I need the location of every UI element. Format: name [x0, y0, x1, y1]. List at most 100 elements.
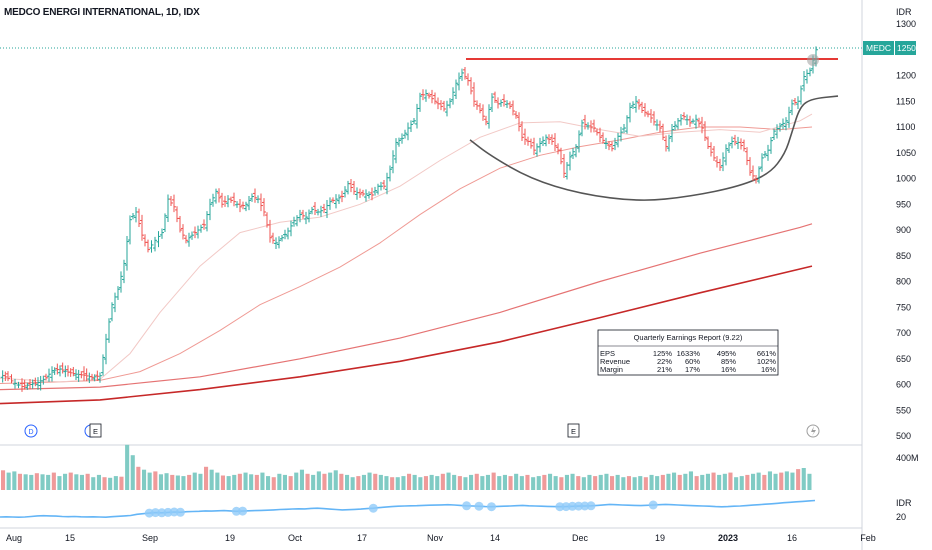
- ohlc-bar: [283, 229, 287, 240]
- y-tick-label: 600: [896, 380, 911, 390]
- sma-longest-line: [0, 265, 813, 405]
- ohlc-bar: [604, 137, 608, 150]
- volume-bar: [559, 477, 564, 490]
- volume-bar: [395, 477, 400, 490]
- ohlc-bar: [16, 381, 21, 389]
- ohlc-bar: [769, 136, 773, 154]
- volume-bar: [74, 474, 79, 490]
- ohlc-bar: [766, 144, 770, 161]
- volume-bar: [79, 474, 84, 490]
- volume-bar: [739, 476, 744, 490]
- ohlc-bar: [802, 70, 806, 92]
- volume-bar: [350, 477, 355, 490]
- ohlc-bar: [538, 137, 542, 153]
- ohlc-bar: [607, 141, 611, 151]
- ohlc-bar: [36, 377, 40, 390]
- indicator-dot: [175, 507, 185, 517]
- indicator-dot: [238, 506, 248, 516]
- volume-bar: [91, 477, 96, 490]
- ohlc-bar: [0, 370, 5, 383]
- volume-bar: [626, 476, 631, 490]
- ohlc-bar: [6, 371, 10, 382]
- ohlc-bar: [301, 209, 305, 219]
- ohlc-bar: [649, 109, 653, 123]
- ohlc-bar: [496, 97, 500, 109]
- ohlc-bar: [469, 77, 473, 95]
- ohlc-bar: [349, 179, 353, 193]
- indicator-dot: [474, 501, 484, 511]
- volume-bar: [181, 476, 186, 490]
- volume-bar: [130, 455, 135, 490]
- volume-bar: [390, 477, 395, 490]
- ohlc-bar: [149, 240, 154, 253]
- ohlc-bar: [808, 67, 812, 77]
- ohlc-bar: [754, 174, 758, 184]
- volume-bar: [705, 473, 710, 490]
- ohlc-bar: [463, 67, 467, 80]
- volume-bar: [666, 473, 671, 490]
- ohlc-bar: [577, 130, 581, 153]
- ohlc-bar: [337, 194, 341, 205]
- ohlc-bar: [289, 220, 293, 237]
- earnings-cell: 16%: [721, 365, 736, 374]
- volume-bar: [215, 472, 220, 490]
- volume-bar: [688, 471, 693, 490]
- ohlc-bar: [355, 187, 359, 200]
- volume-bar: [677, 474, 682, 490]
- volume-bar: [632, 477, 637, 490]
- sma-short-line: [0, 113, 813, 383]
- volume-bar: [113, 476, 118, 490]
- y-tick-label: 900: [896, 225, 911, 235]
- ohlc-bar: [247, 196, 251, 211]
- ohlc-bar: [25, 382, 30, 390]
- volume-bar: [34, 473, 39, 490]
- volume-bar: [593, 476, 598, 490]
- ohlc-bar: [226, 195, 230, 208]
- volume-bar: [361, 474, 366, 490]
- ohlc-bar: [415, 103, 419, 129]
- volume-bar: [356, 476, 361, 490]
- ohlc-bar: [259, 193, 263, 212]
- ohlc-bar: [424, 89, 428, 102]
- ohlc-bar: [724, 144, 728, 166]
- ohlc-bar: [637, 99, 641, 110]
- volume-bar: [102, 477, 107, 490]
- volume-bar: [373, 473, 378, 490]
- ohlc-bar: [352, 181, 356, 195]
- volume-bar: [564, 474, 569, 490]
- volume-bar: [610, 476, 615, 490]
- earnings-event-icon: [89, 423, 102, 438]
- ohlc-bar: [628, 102, 632, 123]
- ohlc-bar: [298, 209, 302, 223]
- ohlc-bar: [90, 373, 94, 381]
- volume-bar: [446, 472, 451, 490]
- volume-bar: [108, 477, 113, 490]
- ohlc-bar: [478, 103, 482, 114]
- volume-bar: [282, 474, 287, 490]
- ohlc-bar: [403, 129, 407, 139]
- ohlc-bar: [688, 115, 692, 127]
- x-tick-label: Sep: [142, 533, 158, 543]
- volume-bar: [807, 473, 812, 490]
- ohlc-bar: [490, 93, 494, 112]
- volume-bar: [192, 472, 197, 490]
- event-markers[interactable]: D E E: [24, 423, 820, 438]
- x-tick-label: Oct: [288, 533, 303, 543]
- volume-bar: [790, 472, 795, 490]
- ohlc-bar: [508, 101, 512, 109]
- volume-bar: [345, 474, 350, 490]
- ohlc-bar: [418, 92, 422, 112]
- ohlc-bar: [748, 157, 752, 176]
- ohlc-bar: [580, 119, 584, 137]
- ohlc-bar: [676, 118, 680, 130]
- ohlc-bar: [143, 234, 147, 247]
- ohlc-bar: [562, 154, 566, 178]
- ohlc-bar: [304, 211, 308, 225]
- ohlc-bar: [292, 216, 296, 227]
- cup-curve[interactable]: [469, 95, 839, 201]
- volume-bar: [502, 474, 507, 490]
- ohlc-bar: [529, 138, 533, 149]
- ohlc-bar: [466, 73, 470, 86]
- volume-bar: [17, 473, 22, 490]
